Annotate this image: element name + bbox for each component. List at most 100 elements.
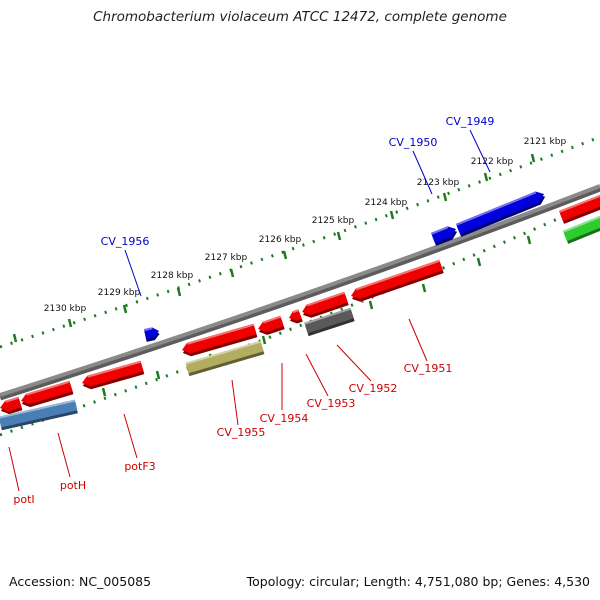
gene-body [302, 291, 348, 315]
gene-highlight [187, 323, 255, 345]
outer-major-tick [122, 304, 128, 314]
gene-label-text: CV_1953 [307, 397, 356, 410]
gene-label-text: CV_1949 [446, 115, 495, 128]
gene-cv-1951 [351, 259, 444, 302]
label-cv-1953: CV_1953 [305, 353, 356, 410]
tick-label-2121-kbp: 2121 kbp [524, 137, 567, 147]
genome-backbone [0, 184, 600, 401]
inner-major-tick [261, 335, 267, 345]
leader-line [123, 413, 138, 459]
gene-highlight [0, 399, 76, 419]
label-cv-1952: CV_1952 [336, 344, 398, 395]
gene-features [0, 191, 600, 431]
leader-line [231, 379, 239, 426]
gene-right-edge-green [562, 215, 600, 244]
gene-body [185, 340, 264, 374]
backbone-line [0, 184, 600, 397]
gene-highlight [292, 309, 299, 314]
gene-label-text: CV_1952 [349, 382, 398, 395]
label-cv-1954: CV_1954 [260, 363, 309, 425]
inner-major-tick [101, 387, 107, 397]
inner-major-tick [155, 370, 161, 380]
map-title: Chromobacterium violaceum ATCC 12472, co… [93, 9, 507, 25]
tick-label-2126-kbp: 2126 kbp [259, 235, 302, 245]
gene-label-text: CV_1954 [260, 412, 309, 425]
gene-cv-1954-red [258, 315, 285, 335]
tick-label-2128-kbp: 2128 kbp [151, 271, 194, 281]
leader-line [8, 446, 20, 492]
tick-label-2125-kbp: 2125 kbp [312, 216, 355, 226]
gene-cv-1955-red [182, 323, 258, 357]
gene-cv-1949 [455, 191, 546, 237]
gene-highlight [355, 259, 440, 291]
gene-body [0, 396, 22, 412]
label-potf3: potF3 [123, 413, 156, 473]
tick-label-2130-kbp: 2130 kbp [44, 304, 87, 314]
inner-major-tick [368, 300, 374, 310]
label-cv-1955: CV_1955 [217, 379, 265, 439]
leader-line [469, 129, 491, 173]
gene-body [351, 259, 443, 299]
gene-highlight [185, 340, 262, 365]
outer-major-tick [483, 172, 489, 182]
leader-line [305, 353, 329, 397]
leader-line [57, 432, 71, 478]
gene-body [258, 315, 284, 333]
outer-major-tick [530, 153, 536, 163]
outer-major-tick [282, 250, 288, 260]
gene-highlight [5, 396, 19, 403]
gene-labels: CV_1949 CV_1950 CV_1956 CV_1951 CV_1952 CV_19… [8, 115, 495, 506]
gene-cv-1950 [430, 226, 458, 246]
gene-poth-red [21, 380, 74, 408]
gene-cv-1956 [143, 327, 160, 342]
inner-major-tick [526, 235, 532, 245]
accession-label: Accession: NC_005085 [9, 574, 152, 589]
outer-major-tick [229, 268, 235, 278]
leader-line [336, 344, 372, 382]
gene-gray [304, 307, 355, 337]
gene-highlight [262, 315, 281, 324]
gene-label-text: potF3 [124, 460, 155, 473]
tick-label-2123-kbp: 2123 kbp [417, 178, 460, 188]
gene-steel [0, 399, 78, 431]
label-cv-1951: CV_1951 [404, 318, 452, 375]
gene-cv-1952-red [302, 291, 349, 318]
gene-body [82, 360, 144, 387]
outer-major-tick [67, 318, 73, 328]
outer-major-tick [176, 287, 182, 297]
gene-highlight [304, 307, 351, 325]
gene-label-text: CV_1950 [389, 136, 438, 149]
dotted-tracks [0, 135, 600, 437]
gene-highlight [455, 191, 537, 226]
gene-highlight [26, 380, 70, 396]
leader-line [412, 150, 433, 195]
leader-line [408, 318, 428, 362]
gene-body [559, 194, 600, 222]
gene-highlight [87, 360, 142, 378]
label-poth: potH [57, 432, 86, 492]
inner-major-tick [421, 283, 427, 293]
gene-highlight [306, 291, 345, 307]
gene-olive [185, 340, 265, 377]
label-cv-1949: CV_1949 [446, 115, 495, 173]
gene-body [562, 215, 600, 242]
gene-body [21, 380, 73, 405]
gene-label-text: potH [60, 479, 86, 492]
gene-highlight [562, 215, 600, 233]
tick-label-2127-kbp: 2127 kbp [205, 253, 248, 263]
label-cv-1956: CV_1956 [101, 235, 150, 297]
kbp-tick-labels: 2121 kbp 2122 kbp 2123 kbp 2124 kbp 2125 kbp… [44, 137, 567, 314]
tick-label-2124-kbp: 2124 kbp [365, 198, 408, 208]
gene-potf3-red [82, 360, 145, 390]
label-cv-1950: CV_1950 [389, 136, 438, 195]
gene-label-text: CV_1956 [101, 235, 150, 248]
gene-body [182, 323, 257, 354]
outer-major-tick [12, 333, 18, 343]
gene-highlight [143, 327, 153, 332]
gene-label-text: potI [13, 493, 34, 506]
gene-body [455, 191, 544, 235]
gene-body [0, 399, 78, 428]
gene-right-edge-red [559, 194, 600, 224]
outer-major-tick [336, 231, 342, 241]
